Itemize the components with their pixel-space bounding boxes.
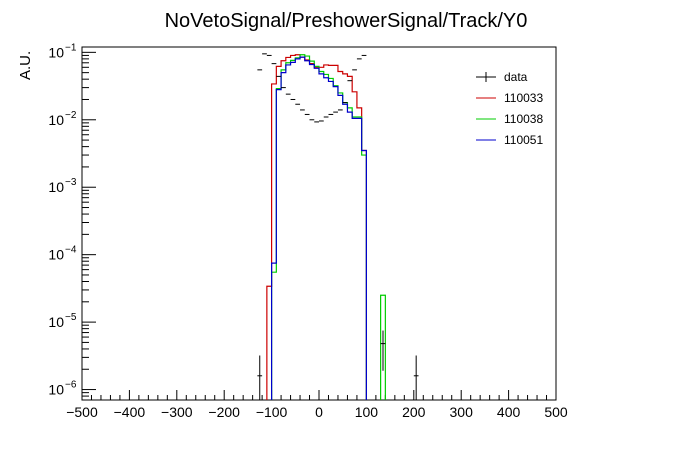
- x-axis: −500 −400 −300 −200 −100 0 100 200 300 400 500: [66, 390, 568, 420]
- data-points-layer: [257, 53, 419, 400]
- x-tick-label: 300: [450, 404, 474, 420]
- y-tick-exponent: −3: [65, 177, 77, 188]
- y-axis: 10−610−510−410−310−210−1: [48, 42, 96, 401]
- y-tick-exponent: −1: [65, 42, 77, 53]
- y-tick-exponent: −5: [65, 312, 77, 323]
- chart-title: NoVetoSignal/PreshowerSignal/Track/Y0: [165, 10, 528, 32]
- x-tick-label: −200: [208, 404, 240, 420]
- x-tick-label: −300: [161, 404, 193, 420]
- legend-entry-data: data: [476, 70, 528, 84]
- y-tick-label: 10: [48, 179, 64, 195]
- x-tick-label: −100: [256, 404, 288, 420]
- y-tick-label: 10: [48, 112, 64, 128]
- x-tick-label: 400: [497, 404, 521, 420]
- legend-label-110051: 110051: [504, 133, 543, 147]
- legend-label-110038: 110038: [504, 112, 543, 126]
- legend-label-data: data: [504, 70, 528, 84]
- x-tick-label: −400: [114, 404, 146, 420]
- series-layer: [266, 54, 386, 400]
- y-tick-exponent: −4: [65, 245, 77, 256]
- y-tick-label: 10: [48, 247, 64, 263]
- series-110051-step: [271, 56, 367, 400]
- y-tick-label: 10: [48, 382, 64, 398]
- series-110038-step: [271, 54, 386, 400]
- series-110033-step: [266, 54, 367, 400]
- y-tick-label: 10: [48, 314, 64, 330]
- x-tick-label: 500: [544, 404, 568, 420]
- y-tick-label: 10: [48, 44, 64, 60]
- plot-frame: [81, 46, 557, 401]
- x-tick-label: 200: [402, 404, 426, 420]
- y-tick-exponent: −6: [65, 380, 77, 391]
- legend-entry-110038: 110038: [476, 112, 543, 126]
- x-tick-label: 100: [355, 404, 379, 420]
- legend-label-110033: 110033: [504, 91, 543, 105]
- x-tick-label: 0: [315, 404, 323, 420]
- legend: data 110033 110038 110051: [476, 70, 543, 147]
- legend-entry-110033: 110033: [476, 91, 543, 105]
- legend-entry-110051: 110051: [476, 133, 543, 147]
- y-tick-exponent: −2: [65, 110, 77, 121]
- y-axis-label: A.U.: [17, 51, 34, 80]
- x-tick-label: −500: [66, 404, 98, 420]
